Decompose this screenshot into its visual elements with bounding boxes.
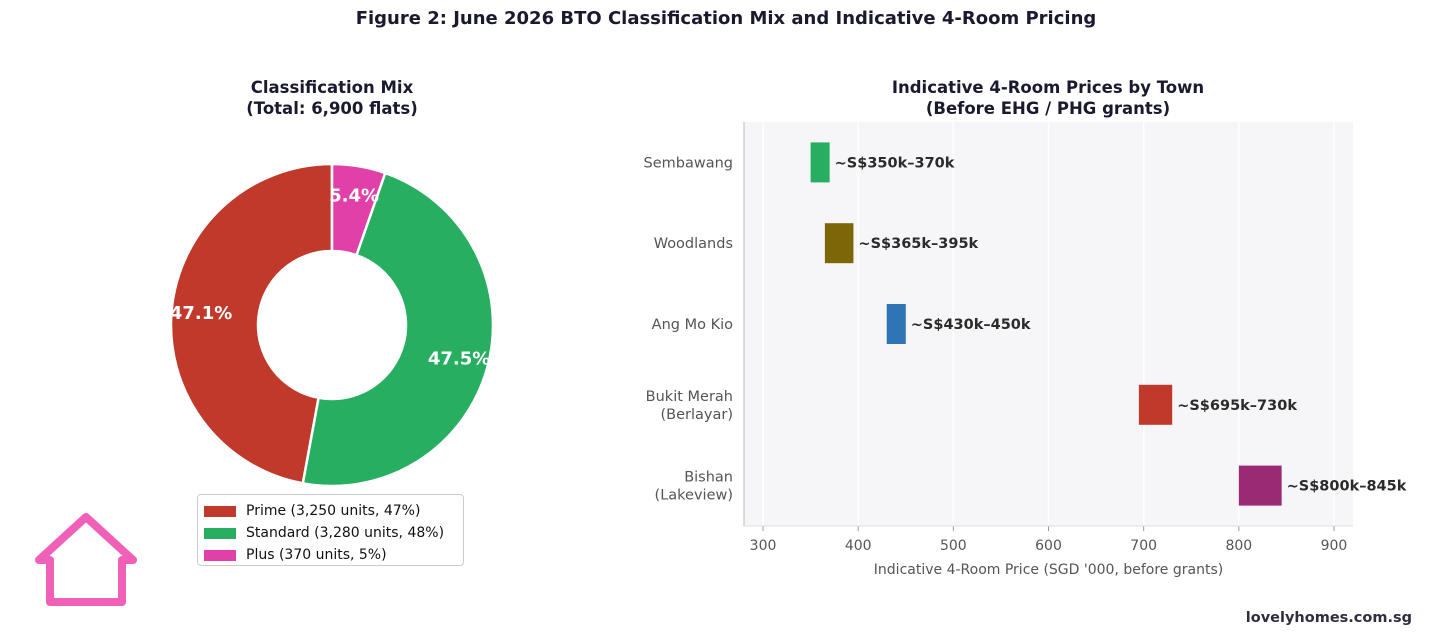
- legend-swatch-prime: [204, 505, 236, 517]
- x-tick-label-4: 700: [1130, 538, 1157, 554]
- x-axis-label: Indicative 4-Room Price (SGD '000, befor…: [874, 562, 1223, 578]
- legend-label-prime: Prime (3,250 units, 47%): [246, 503, 421, 519]
- donut-title-line1: Classification Mix: [250, 78, 414, 97]
- price-bar-chart: 300 400 500 600 700 800 900 ~S$350k–370k Sembawa…: [644, 122, 1407, 578]
- donut-slice-1: [301, 171, 495, 488]
- price-bar-label-4: ~S$800k–845k: [1287, 479, 1407, 495]
- bar-title: Indicative 4-Room Prices by Town (Before…: [798, 77, 1298, 119]
- donut-legend: Prime (3,250 units, 47%) Standard (3,280…: [197, 494, 464, 566]
- price-bar-label-2: ~S$430k–450k: [911, 317, 1031, 333]
- figure-title: Figure 2: June 2026 BTO Classification M…: [355, 8, 1097, 29]
- donut-pct-label-2: 5.4%: [329, 185, 379, 206]
- legend-label-plus: Plus (370 units, 5%): [246, 547, 387, 563]
- house-outline-icon: [35, 513, 137, 606]
- x-tick-label-2: 500: [940, 538, 967, 554]
- price-bar-0: [810, 142, 830, 183]
- price-bar-2: [886, 304, 906, 344]
- x-tick-label-5: 800: [1225, 538, 1252, 554]
- town-label-3-0: Bukit Merah: [646, 389, 733, 405]
- donut-title: Classification Mix (Total: 6,900 flats): [132, 77, 532, 119]
- footer-site-name: lovelyhomes.com.sg: [1245, 610, 1412, 626]
- bar-title-line1: Indicative 4-Room Prices by Town: [891, 78, 1205, 97]
- donut-pct-label-1: 47.5%: [428, 349, 490, 370]
- legend-item-standard: Standard (3,280 units, 48%): [204, 522, 463, 544]
- x-tick-label-1: 400: [845, 538, 872, 554]
- legend-item-prime: Prime (3,250 units, 47%): [204, 500, 463, 522]
- legend-item-plus: Plus (370 units, 5%): [204, 544, 463, 566]
- donut-slice-2: [330, 162, 387, 257]
- price-bar-3: [1138, 384, 1173, 425]
- price-bar-label-0: ~S$350k–370k: [835, 155, 955, 171]
- donut-pct-label-0: 47.1%: [170, 303, 232, 324]
- bar-title-line2: (Before EHG / PHG grants): [925, 99, 1171, 118]
- x-tick-label-6: 900: [1321, 538, 1348, 554]
- donut-slice-0: [169, 162, 334, 485]
- donut-title-line2: (Total: 6,900 flats): [246, 99, 418, 118]
- town-label-2-0: Ang Mo Kio: [652, 317, 733, 333]
- legend-swatch-standard: [204, 527, 236, 539]
- price-bar-label-3: ~S$695k–730k: [1177, 398, 1297, 414]
- town-label-0-0: Sembawang: [644, 155, 733, 171]
- price-bar-label-1: ~S$365k–395k: [858, 236, 978, 252]
- town-label-1-0: Woodlands: [654, 236, 733, 252]
- donut-chart: 47.1% 47.5% 5.4%: [169, 162, 495, 488]
- town-label-4-0: Bishan: [684, 470, 733, 486]
- x-tick-label-3: 600: [1035, 538, 1062, 554]
- price-bar-4: [1238, 465, 1282, 506]
- price-bar-1: [824, 223, 854, 264]
- legend-label-standard: Standard (3,280 units, 48%): [246, 525, 445, 541]
- x-tick-label-0: 300: [750, 538, 777, 554]
- town-label-3-1: (Berlayar): [661, 407, 734, 423]
- legend-swatch-plus: [204, 549, 236, 561]
- town-label-4-1: (Lakeview): [655, 488, 733, 504]
